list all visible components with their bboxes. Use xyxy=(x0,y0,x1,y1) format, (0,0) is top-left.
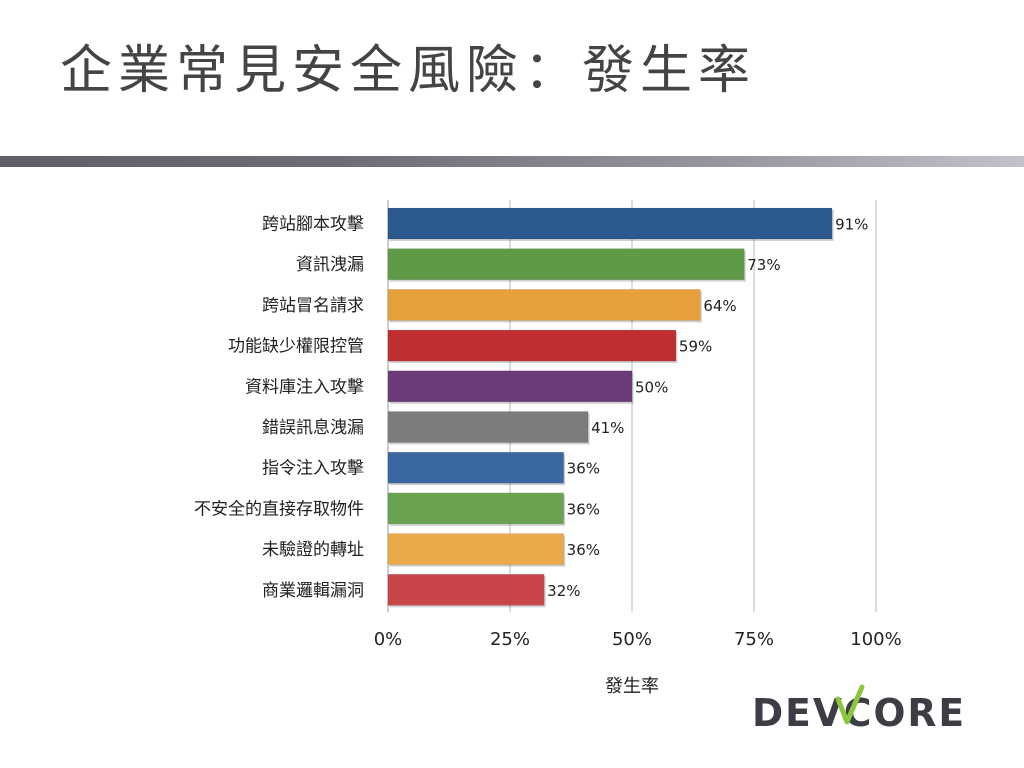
x-axis-title: 發生率 xyxy=(605,676,659,697)
bar xyxy=(387,248,745,280)
devcore-logo: DEVCORE xyxy=(752,684,964,733)
category-label: 不安全的直接存取物件 xyxy=(194,499,364,519)
value-label: 36% xyxy=(567,460,600,478)
value-label: 36% xyxy=(567,541,600,559)
value-label: 36% xyxy=(567,500,600,518)
bar xyxy=(387,207,833,240)
labels: 0% 25% 50% 75% 100% 跨站腳本攻擊 91% 資訊洩漏 73% 跨站冒名請求 64%… xyxy=(194,215,902,698)
category-label: 未驗證的轉址 xyxy=(262,540,364,560)
value-label: 41% xyxy=(591,419,624,437)
value-label: 32% xyxy=(547,582,580,600)
slide-title: 企業常見安全風險：發生率 xyxy=(60,41,757,101)
bar xyxy=(387,329,677,362)
bar xyxy=(387,289,701,321)
x-tick-label: 75% xyxy=(734,629,774,650)
bar xyxy=(387,533,564,565)
title-divider xyxy=(0,156,1024,167)
value-label: 50% xyxy=(635,378,668,396)
value-label: 73% xyxy=(747,256,780,274)
bar xyxy=(387,370,633,403)
x-tick-label: 0% xyxy=(374,629,403,650)
category-label: 跨站腳本攻擊 xyxy=(262,215,364,235)
bar xyxy=(387,492,564,525)
category-label: 商業邏輯漏洞 xyxy=(262,581,364,601)
category-label: 資料庫注入攻擊 xyxy=(245,377,364,397)
category-label: 功能缺少權限控管 xyxy=(228,337,364,357)
value-label: 91% xyxy=(835,216,868,234)
x-tick-label: 25% xyxy=(490,629,530,650)
x-tick-label: 100% xyxy=(850,629,901,650)
category-label: 錯誤訊息洩漏 xyxy=(262,418,364,438)
bars xyxy=(387,207,834,608)
value-label: 59% xyxy=(679,338,712,356)
bar xyxy=(387,451,564,484)
bar xyxy=(387,411,589,443)
x-tick-label: 50% xyxy=(612,629,652,650)
bar xyxy=(387,574,545,606)
category-label: 資訊洩漏 xyxy=(296,255,364,275)
category-label: 指令注入攻擊 xyxy=(262,459,364,479)
logo-check-icon xyxy=(835,684,865,725)
category-label: 跨站冒名請求 xyxy=(262,296,364,316)
value-label: 64% xyxy=(703,297,736,315)
